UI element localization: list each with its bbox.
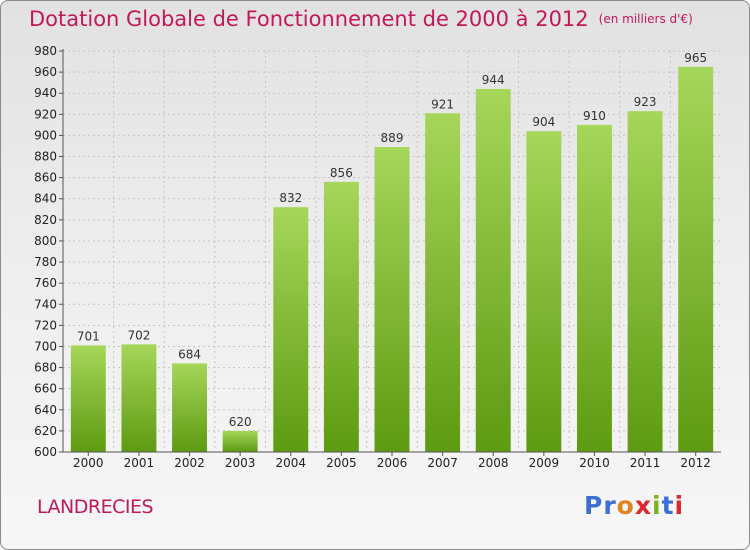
x-tick-label: 2003 (225, 456, 256, 470)
x-tick-label: 2002 (174, 456, 205, 470)
bar-2009 (526, 131, 562, 452)
bar-2012 (678, 66, 714, 452)
proxiti-logo[interactable]: Proxiti (584, 491, 684, 520)
data-label: 921 (431, 97, 454, 111)
logo-letter: i (674, 491, 685, 520)
bar-2004 (273, 207, 309, 452)
data-label: 944 (482, 73, 505, 87)
data-label: 702 (127, 328, 150, 342)
logo-letter: x (634, 491, 652, 520)
x-tick-label: 2000 (73, 456, 104, 470)
x-tick-label: 2005 (326, 456, 357, 470)
chart-title: Dotation Globale de Fonctionnement de 20… (29, 7, 693, 31)
place-name: LANDRECIES (37, 496, 154, 518)
x-tick-label: 2007 (427, 456, 458, 470)
grid-layer (63, 50, 721, 452)
x-tick-label: 2006 (377, 456, 408, 470)
bar-2003 (222, 430, 258, 452)
bars-layer: 701 702 684 620 832 856 889 921 944 904 910 923 965 (70, 51, 714, 453)
y-tick-label: 900 (34, 128, 57, 142)
y-tick-label: 760 (34, 276, 57, 290)
y-tick-label: 800 (34, 234, 57, 248)
bar-2005 (323, 181, 359, 452)
axis-layer: 600 620 640 660 680 700 720 740 760 780 800 820 840 8… (34, 44, 721, 470)
bar-2006 (374, 147, 410, 453)
data-label: 910 (583, 109, 606, 123)
y-tick-label: 720 (34, 318, 57, 332)
y-tick-label: 880 (34, 150, 57, 164)
logo-letter: o (616, 491, 635, 520)
y-tick-label: 620 (34, 424, 57, 438)
data-label: 832 (279, 191, 302, 205)
y-tick-label: 960 (34, 65, 57, 79)
data-label: 701 (77, 329, 100, 343)
x-tick-label: 2004 (275, 456, 306, 470)
x-tick-label: 2001 (124, 456, 155, 470)
y-tick-label: 640 (34, 403, 57, 417)
x-tick-label: 2009 (529, 456, 560, 470)
data-label: 684 (178, 347, 201, 361)
data-label: 965 (684, 51, 707, 65)
title-main: Dotation Globale de Fonctionnement de 20… (29, 7, 589, 31)
x-tick-label: 2008 (478, 456, 509, 470)
y-tick-label: 840 (34, 192, 57, 206)
logo-letter: P (584, 491, 604, 520)
bar-2002 (172, 363, 208, 452)
x-tick-label: 2012 (680, 456, 711, 470)
y-tick-label: 780 (34, 255, 57, 269)
bar-2007 (425, 113, 461, 452)
logo-letter: i (652, 491, 662, 520)
logo-letter: r (603, 491, 617, 520)
bar-2011 (627, 111, 663, 453)
y-tick-label: 940 (34, 86, 57, 100)
y-tick-label: 980 (34, 44, 57, 58)
data-label: 856 (330, 166, 353, 180)
y-tick-label: 680 (34, 361, 57, 375)
data-label: 620 (229, 415, 252, 429)
bar-2010 (576, 124, 612, 453)
data-label: 904 (532, 115, 555, 129)
title-unit: (en milliers d'€) (598, 12, 693, 26)
bar-2000 (70, 345, 106, 452)
logo-letter: t (661, 491, 675, 520)
y-tick-label: 740 (34, 297, 57, 311)
bar-2008 (475, 88, 511, 452)
x-tick-label: 2011 (630, 456, 661, 470)
data-label: 923 (634, 95, 657, 109)
y-tick-label: 660 (34, 382, 57, 396)
data-label: 889 (381, 131, 404, 145)
y-tick-label: 600 (34, 445, 57, 459)
x-tick-label: 2010 (579, 456, 610, 470)
y-tick-label: 860 (34, 171, 57, 185)
y-tick-label: 920 (34, 107, 57, 121)
y-tick-label: 820 (34, 213, 57, 227)
y-tick-label: 700 (34, 339, 57, 353)
bar-2001 (121, 344, 157, 452)
